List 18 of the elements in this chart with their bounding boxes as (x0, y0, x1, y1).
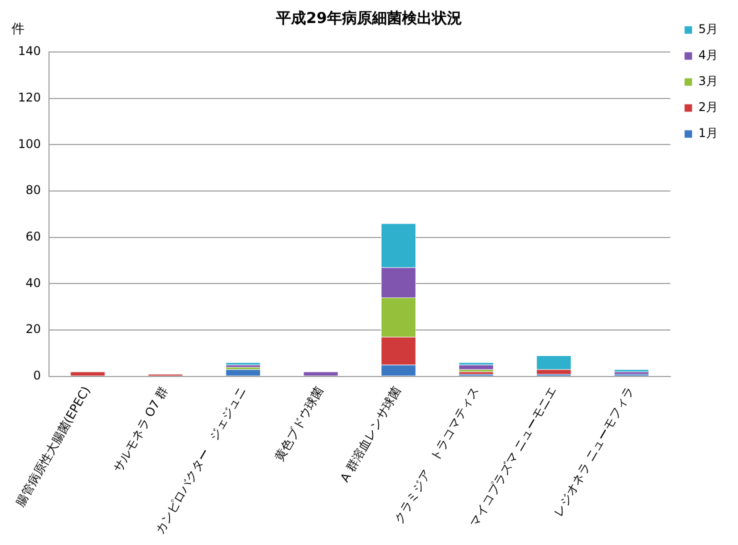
y-tick-label: 120 (18, 90, 41, 104)
x-tick-label: A 群溶血レンサ球菌 (338, 384, 404, 485)
legend-label: 4月 (698, 48, 718, 62)
y-tick-label: 60 (26, 229, 41, 244)
y-tick-label: 140 (18, 44, 41, 58)
x-tick-label: 黄色ブドウ球菌 (272, 384, 326, 464)
legend-label: 5月 (698, 22, 718, 36)
y-axis-title: 件 (12, 22, 24, 37)
legend-label: 2月 (698, 100, 718, 114)
x-tick-label: サルモネラ O7 群 (110, 384, 171, 475)
y-tick-label: 100 (18, 136, 41, 151)
legend-label: 3月 (698, 74, 718, 88)
y-tick-label: 80 (26, 183, 41, 198)
y-tick-label: 0 (33, 368, 41, 382)
y-tick-label: 40 (26, 276, 41, 290)
legend-label: 1月 (698, 126, 718, 140)
y-tick-label: 20 (26, 322, 41, 336)
chart-title: 平成29年病原細菌検出状況 (275, 8, 462, 27)
